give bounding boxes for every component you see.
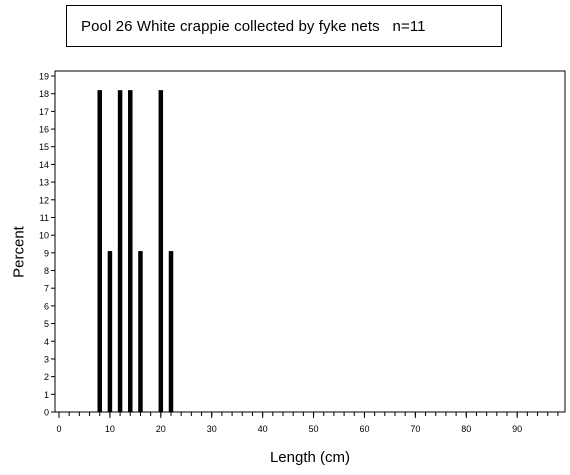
y-tick-label: 13 xyxy=(39,178,49,188)
y-tick-label: 2 xyxy=(44,372,49,382)
bar xyxy=(97,90,102,412)
bar xyxy=(128,90,133,412)
y-tick-label: 15 xyxy=(39,142,49,152)
y-tick-label: 16 xyxy=(39,125,49,135)
bar xyxy=(107,251,113,412)
bar xyxy=(158,90,164,412)
y-tick-label: 6 xyxy=(44,301,49,311)
y-tick-label: 17 xyxy=(39,107,49,117)
y-tick-label: 11 xyxy=(40,213,49,223)
y-tick-label: 19 xyxy=(39,72,49,82)
y-tick-label: 12 xyxy=(39,195,49,205)
x-tick-label: 60 xyxy=(359,424,369,434)
y-tick-label: 9 xyxy=(44,248,49,258)
x-axis-label: Length (cm) xyxy=(269,449,351,466)
bar xyxy=(168,251,174,412)
y-tick-label: 5 xyxy=(44,319,49,329)
bar xyxy=(117,90,123,412)
y-tick-label: 3 xyxy=(44,354,49,364)
y-tick-label: 7 xyxy=(44,284,49,294)
x-tick-label: 20 xyxy=(156,424,166,434)
y-tick-label: 1 xyxy=(44,390,49,400)
plot-frame xyxy=(54,70,566,413)
y-axis-label-container: Percent xyxy=(2,222,36,282)
x-tick-label: 70 xyxy=(410,424,420,434)
title-box: Pool 26 White crappie collected by fyke … xyxy=(66,5,502,47)
y-tick-label: 4 xyxy=(44,337,49,347)
y-tick-label: 8 xyxy=(44,266,49,276)
y-tick-label: 18 xyxy=(39,89,49,99)
chart-title: Pool 26 White crappie collected by fyke … xyxy=(81,18,426,35)
bar xyxy=(138,251,143,412)
y-tick-label: 14 xyxy=(39,160,49,170)
x-tick-label: 10 xyxy=(105,424,115,434)
x-tick-label: 30 xyxy=(207,424,217,434)
x-tick-label: 40 xyxy=(258,424,268,434)
y-tick-label: 0 xyxy=(44,408,49,418)
x-tick-label: 0 xyxy=(56,424,61,434)
y-axis-label: Percent xyxy=(10,226,28,278)
y-tick-label: 10 xyxy=(39,231,49,241)
x-tick-label: 80 xyxy=(461,424,471,434)
x-tick-label: 50 xyxy=(309,424,319,434)
x-tick-label: 90 xyxy=(512,424,522,434)
